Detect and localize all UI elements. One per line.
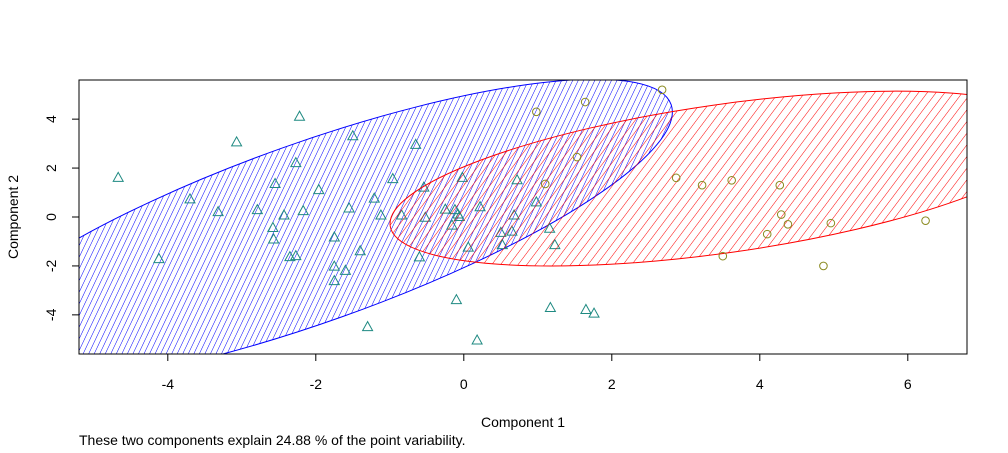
data-point-triangle [375,209,387,220]
data-point-triangle [450,293,463,305]
data-point-triangle [297,204,310,216]
data-point-circle [727,176,736,185]
data-point-triangle [153,252,165,264]
data-point-triangle [267,221,279,233]
data-point-circle [783,220,793,229]
data-point-triangle [212,205,224,217]
cluster-2-ellipse [389,90,967,267]
data-point-triangle [368,192,381,203]
x-tick-label: -4 [162,376,175,392]
data-point-circle [819,261,828,271]
data-point-circle [921,216,930,225]
data-point-triangle [471,334,483,345]
data-point-triangle [328,274,341,286]
x-tick-label: 6 [904,376,912,392]
data-point-triangle [230,135,243,147]
data-point-circle [776,210,786,219]
x-tick-label: -2 [310,376,323,392]
y-tick-label: 2 [43,164,59,172]
data-point-triangle [289,156,302,168]
data-point-triangle [289,249,302,261]
data-point-circle [775,180,785,190]
data-point-circle [540,179,550,189]
x-axis: -4 -2 0 2 4 6 [162,353,912,392]
data-point-triangle [312,183,325,195]
data-point-triangle [339,264,352,275]
data-point-triangle [269,177,281,188]
data-point-triangle [293,110,306,121]
variability-caption: These two components explain 24.88 % of … [79,432,466,448]
y-tick-label: 0 [43,213,59,221]
data-point-triangle [328,260,341,271]
y-axis: -4 -2 0 2 4 [43,115,80,321]
data-point-circle [718,251,728,261]
x-tick-label: 0 [460,376,468,392]
data-point-triangle [112,171,125,182]
y-tick-label: -2 [43,259,59,272]
data-point-triangle [267,232,280,244]
data-point-circle [671,173,681,183]
data-point-triangle [544,301,557,313]
y-tick-label: 4 [43,115,59,123]
data-point-triangle [328,231,341,242]
y-axis-label: Component 2 [5,175,21,259]
plot-area [79,80,967,354]
data-point-circle [532,107,541,117]
data-point-triangle [409,138,422,149]
data-point-triangle [278,209,290,220]
data-point-circle [572,152,582,162]
data-point-triangle [354,244,367,256]
data-point-triangle [251,203,264,215]
x-tick-label: 4 [756,376,764,392]
data-point-triangle [361,320,374,332]
data-point-triangle [343,201,355,213]
data-point-circle [580,97,590,107]
data-point-triangle [184,192,196,204]
cluster-2 [389,85,967,271]
y-tick-label: -4 [43,308,59,321]
data-point-circle [826,218,836,228]
data-point-triangle [588,307,600,318]
data-point-triangle [580,303,592,314]
data-point-triangle [413,250,426,262]
x-axis-label: Component 1 [481,414,565,430]
data-point-circle [697,180,707,190]
data-point-circle [762,229,772,239]
data-point-triangle [386,172,399,184]
data-point-triangle [346,129,359,141]
x-tick-label: 2 [608,376,616,392]
data-point-circle [657,85,667,95]
